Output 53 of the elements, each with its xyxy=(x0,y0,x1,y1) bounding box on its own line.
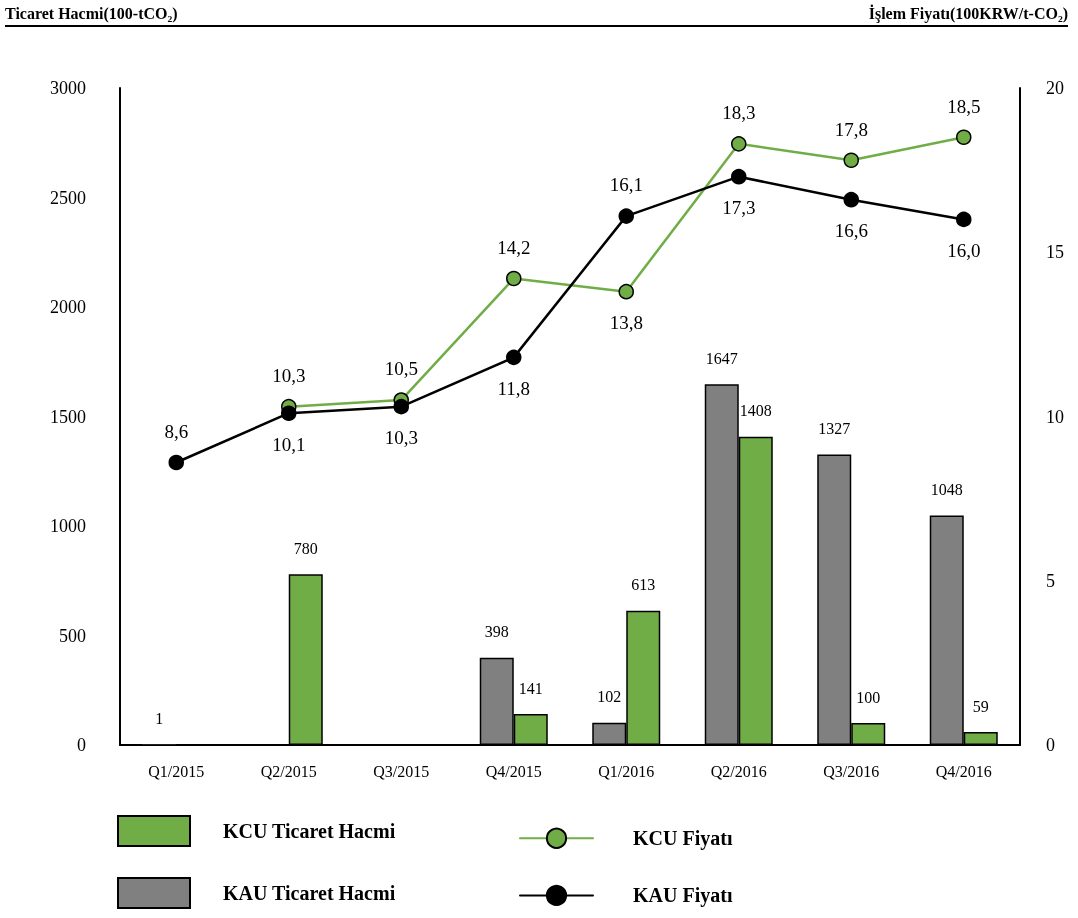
y2-tick-label: 15 xyxy=(1046,242,1064,263)
data-label: 14,2 xyxy=(497,236,531,258)
legend-label: KCU Fiyatı xyxy=(633,827,733,851)
data-label: 1048 xyxy=(930,480,963,498)
data-label: 1 xyxy=(155,710,164,728)
data-label: 16,1 xyxy=(609,174,643,196)
x-tick-label: Q1/2016 xyxy=(598,762,655,780)
data-label: 10,3 xyxy=(272,364,306,386)
legend-label: KAU Fiyatı xyxy=(633,884,733,908)
x-tick-label: Q4/2015 xyxy=(485,762,542,780)
y2-axis-title: İşlem Fiyatı(100KRW/t-CO₂) xyxy=(868,4,1068,24)
data-label: 613 xyxy=(631,576,656,594)
data-label: 18,3 xyxy=(722,102,756,124)
y-tick-label: 1500 xyxy=(50,406,86,427)
data-label: 1647 xyxy=(705,349,738,367)
y2-tick-label: 20 xyxy=(1046,78,1064,98)
data-label: 398 xyxy=(484,623,509,641)
data-label: 10,3 xyxy=(384,427,418,449)
data-label: 100 xyxy=(856,688,881,706)
data-label: 13,8 xyxy=(609,312,643,334)
data-label: 1408 xyxy=(739,402,772,420)
data-label: 16,0 xyxy=(947,240,981,262)
data-label: 11,8 xyxy=(497,378,531,400)
y2-tick-label: 10 xyxy=(1046,406,1064,427)
y-axis-title: Ticaret Hacmi(100-tCO₂) xyxy=(5,4,178,24)
x-tick-label: Q4/2016 xyxy=(935,762,992,780)
data-label: 18,5 xyxy=(947,95,981,117)
x-tick-label: Q3/2016 xyxy=(823,762,880,780)
y2-tick-label: 5 xyxy=(1046,570,1055,591)
data-label: 1327 xyxy=(818,419,851,437)
data-label: 141 xyxy=(518,679,543,697)
data-label: 780 xyxy=(293,539,318,557)
y-tick-label: 1000 xyxy=(50,516,86,536)
data-label: 10,5 xyxy=(384,358,418,380)
data-label: 59 xyxy=(972,697,989,715)
legend-label: KCU Ticaret Hacmi xyxy=(223,820,396,842)
y-tick-label: 2500 xyxy=(50,187,86,208)
data-label: 17,3 xyxy=(722,197,756,219)
data-label: 16,6 xyxy=(834,220,868,242)
data-label: 102 xyxy=(597,688,622,706)
data-label: 10,1 xyxy=(272,433,306,455)
x-tick-label: Q2/2015 xyxy=(260,762,317,780)
x-tick-label: Q1/2015 xyxy=(148,762,205,780)
x-tick-label: Q2/2016 xyxy=(710,762,767,780)
y2-tick-label: 0 xyxy=(1046,735,1055,755)
data-label: 8,6 xyxy=(164,420,189,442)
data-label: 17,8 xyxy=(834,118,868,140)
y-tick-label: 2000 xyxy=(50,297,86,317)
x-tick-label: Q3/2015 xyxy=(373,762,430,780)
y-tick-label: 0 xyxy=(77,735,86,755)
y-tick-label: 3000 xyxy=(50,78,86,98)
y-tick-label: 500 xyxy=(59,625,86,646)
legend-label: KAU Ticaret Hacmi xyxy=(223,882,396,904)
